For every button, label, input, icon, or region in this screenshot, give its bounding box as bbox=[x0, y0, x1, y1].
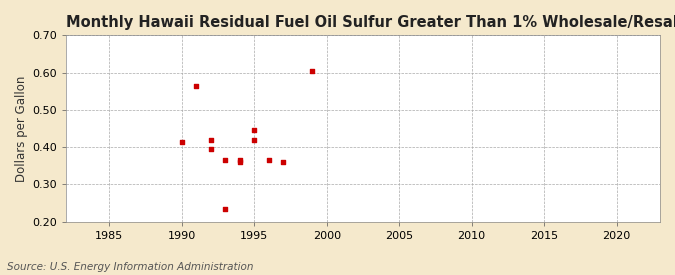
Point bbox=[176, 139, 187, 144]
Point bbox=[278, 160, 289, 164]
Y-axis label: Dollars per Gallon: Dollars per Gallon bbox=[15, 75, 28, 182]
Point bbox=[234, 158, 245, 163]
Point bbox=[307, 68, 318, 73]
Point bbox=[205, 138, 216, 142]
Point bbox=[249, 128, 260, 133]
Point bbox=[249, 138, 260, 142]
Point bbox=[205, 147, 216, 151]
Point bbox=[220, 207, 231, 211]
Point bbox=[263, 158, 274, 163]
Text: Source: U.S. Energy Information Administration: Source: U.S. Energy Information Administ… bbox=[7, 262, 253, 272]
Text: Monthly Hawaii Residual Fuel Oil Sulfur Greater Than 1% Wholesale/Resale Price b: Monthly Hawaii Residual Fuel Oil Sulfur … bbox=[66, 15, 675, 30]
Point bbox=[191, 83, 202, 88]
Point bbox=[220, 158, 231, 163]
Point bbox=[234, 160, 245, 164]
